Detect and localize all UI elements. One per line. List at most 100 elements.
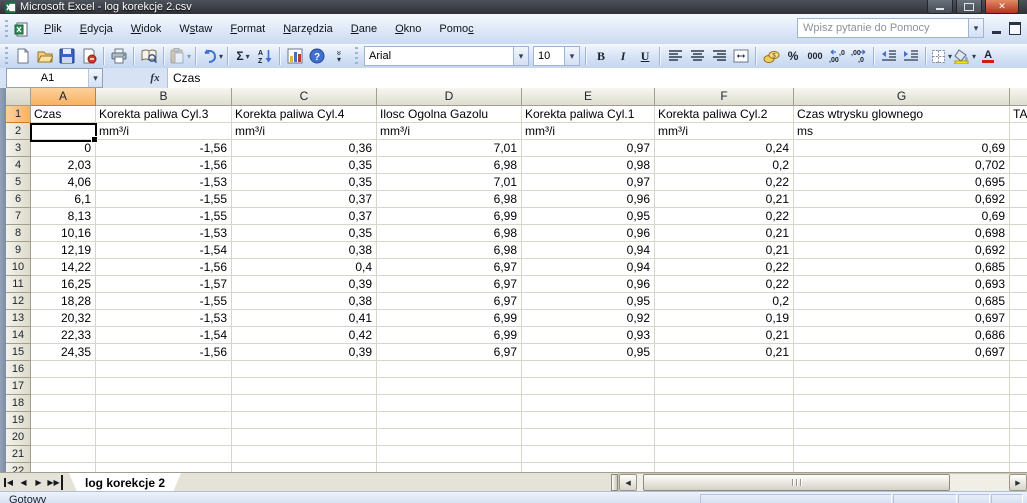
cell-G17[interactable] bbox=[794, 378, 1010, 395]
cell-A22[interactable] bbox=[31, 463, 96, 472]
cell-F7[interactable]: 0,22 bbox=[655, 208, 794, 225]
scroll-right-button[interactable] bbox=[1009, 474, 1027, 491]
font-color-button[interactable]: A bbox=[978, 46, 998, 66]
row-header-21[interactable]: 21 bbox=[6, 446, 31, 463]
cell-G8[interactable]: 0,698 bbox=[794, 225, 1010, 242]
cell-B6[interactable]: -1,55 bbox=[96, 191, 232, 208]
cell-D14[interactable]: 6,99 bbox=[377, 327, 522, 344]
cell-G1[interactable]: Czas wtrysku glownego bbox=[794, 106, 1010, 123]
column-header-E[interactable]: E bbox=[522, 88, 655, 106]
cell-H5[interactable] bbox=[1010, 174, 1027, 191]
cell-A12[interactable]: 18,28 bbox=[31, 293, 96, 310]
menu-item-dane[interactable]: Dane bbox=[350, 23, 378, 35]
row-header-11[interactable]: 11 bbox=[6, 276, 31, 293]
cell-C4[interactable]: 0,35 bbox=[232, 157, 377, 174]
cell-A13[interactable]: 20,32 bbox=[31, 310, 96, 327]
row-header-14[interactable]: 14 bbox=[6, 327, 31, 344]
cell-E1[interactable]: Korekta paliwa Cyl.1 bbox=[522, 106, 655, 123]
scroll-left-button[interactable] bbox=[619, 474, 638, 491]
cell-E5[interactable]: 0,97 bbox=[522, 174, 655, 191]
cell-E22[interactable] bbox=[522, 463, 655, 472]
cell-H2[interactable] bbox=[1010, 123, 1027, 140]
cell-H21[interactable] bbox=[1010, 446, 1027, 463]
cell-F13[interactable]: 0,19 bbox=[655, 310, 794, 327]
minimize-button[interactable] bbox=[927, 0, 953, 14]
close-button[interactable]: ✕ bbox=[985, 0, 1019, 14]
row-header-8[interactable]: 8 bbox=[6, 225, 31, 242]
borders-button[interactable] bbox=[931, 46, 952, 66]
cell-B22[interactable] bbox=[96, 463, 232, 472]
row-header-3[interactable]: 3 bbox=[6, 140, 31, 157]
workbook-restore-icon[interactable] bbox=[1009, 21, 1021, 35]
cell-G15[interactable]: 0,697 bbox=[794, 344, 1010, 361]
cell-D1[interactable]: Ilosc Ogolna Gazolu bbox=[377, 106, 522, 123]
cell-H3[interactable] bbox=[1010, 140, 1027, 157]
row-header-15[interactable]: 15 bbox=[6, 344, 31, 361]
cell-H9[interactable] bbox=[1010, 242, 1027, 259]
undo-button[interactable] bbox=[201, 46, 223, 66]
cell-A21[interactable] bbox=[31, 446, 96, 463]
fill-color-button[interactable] bbox=[954, 46, 976, 66]
cell-C11[interactable]: 0,39 bbox=[232, 276, 377, 293]
save-button[interactable] bbox=[57, 46, 77, 66]
column-header-C[interactable]: C bbox=[232, 88, 377, 106]
row-header-2[interactable]: 2 bbox=[6, 123, 31, 140]
cell-C10[interactable]: 0,4 bbox=[232, 259, 377, 276]
help-question-box[interactable]: Wpisz pytanie do Pomocy bbox=[797, 18, 984, 38]
cell-H18[interactable] bbox=[1010, 395, 1027, 412]
cell-F18[interactable] bbox=[655, 395, 794, 412]
font-size-combo[interactable]: 10 bbox=[533, 46, 581, 66]
cell-F12[interactable]: 0,2 bbox=[655, 293, 794, 310]
cell-E13[interactable]: 0,92 bbox=[522, 310, 655, 327]
cell-D13[interactable]: 6,99 bbox=[377, 310, 522, 327]
cell-A10[interactable]: 14,22 bbox=[31, 259, 96, 276]
cell-B17[interactable] bbox=[96, 378, 232, 395]
cell-D4[interactable]: 6,98 bbox=[377, 157, 522, 174]
cell-A17[interactable] bbox=[31, 378, 96, 395]
row-header-16[interactable]: 16 bbox=[6, 361, 31, 378]
cell-G4[interactable]: 0,702 bbox=[794, 157, 1010, 174]
cell-G13[interactable]: 0,697 bbox=[794, 310, 1010, 327]
chart-wizard-button[interactable] bbox=[285, 46, 305, 66]
cell-C9[interactable]: 0,38 bbox=[232, 242, 377, 259]
cell-B1[interactable]: Korekta paliwa Cyl.3 bbox=[96, 106, 232, 123]
cell-E4[interactable]: 0,98 bbox=[522, 157, 655, 174]
cell-H7[interactable] bbox=[1010, 208, 1027, 225]
column-header-A[interactable]: A bbox=[31, 88, 96, 106]
cell-G2[interactable]: ms bbox=[794, 123, 1010, 140]
cell-E12[interactable]: 0,95 bbox=[522, 293, 655, 310]
row-header-20[interactable]: 20 bbox=[6, 429, 31, 446]
borders-dropdown-icon[interactable] bbox=[948, 52, 952, 61]
cell-G9[interactable]: 0,692 bbox=[794, 242, 1010, 259]
cell-F14[interactable]: 0,21 bbox=[655, 327, 794, 344]
cell-B12[interactable]: -1,55 bbox=[96, 293, 232, 310]
cell-G7[interactable]: 0,69 bbox=[794, 208, 1010, 225]
cell-H8[interactable] bbox=[1010, 225, 1027, 242]
merge-center-button[interactable] bbox=[731, 46, 751, 66]
research-button[interactable] bbox=[139, 46, 159, 66]
font-name-dropdown-icon[interactable] bbox=[513, 47, 529, 65]
cell-B9[interactable]: -1,54 bbox=[96, 242, 232, 259]
row-header-18[interactable]: 18 bbox=[6, 395, 31, 412]
last-sheet-button[interactable] bbox=[47, 475, 63, 490]
cell-E17[interactable] bbox=[522, 378, 655, 395]
cell-E9[interactable]: 0,94 bbox=[522, 242, 655, 259]
row-header-6[interactable]: 6 bbox=[6, 191, 31, 208]
column-header-partial[interactable] bbox=[1010, 88, 1027, 106]
cell-G14[interactable]: 0,686 bbox=[794, 327, 1010, 344]
increase-decimal-button[interactable]: ,00,0 bbox=[827, 46, 847, 66]
cell-E2[interactable]: mm³/i bbox=[522, 123, 655, 140]
cell-B19[interactable] bbox=[96, 412, 232, 429]
cell-B18[interactable] bbox=[96, 395, 232, 412]
toolbar-drag-handle[interactable] bbox=[4, 20, 9, 38]
formatting-toolbar-handle[interactable] bbox=[354, 47, 360, 65]
cell-G12[interactable]: 0,685 bbox=[794, 293, 1010, 310]
cell-F15[interactable]: 0,21 bbox=[655, 344, 794, 361]
autosum-button[interactable]: Σ bbox=[233, 46, 253, 66]
cell-A4[interactable]: 2,03 bbox=[31, 157, 96, 174]
help-dropdown-icon[interactable] bbox=[968, 19, 983, 37]
cell-D20[interactable] bbox=[377, 429, 522, 446]
sheet-tab-active[interactable]: log korekcje 2 bbox=[69, 473, 181, 492]
fill-color-dropdown-icon[interactable] bbox=[972, 52, 976, 61]
cell-G5[interactable]: 0,695 bbox=[794, 174, 1010, 191]
